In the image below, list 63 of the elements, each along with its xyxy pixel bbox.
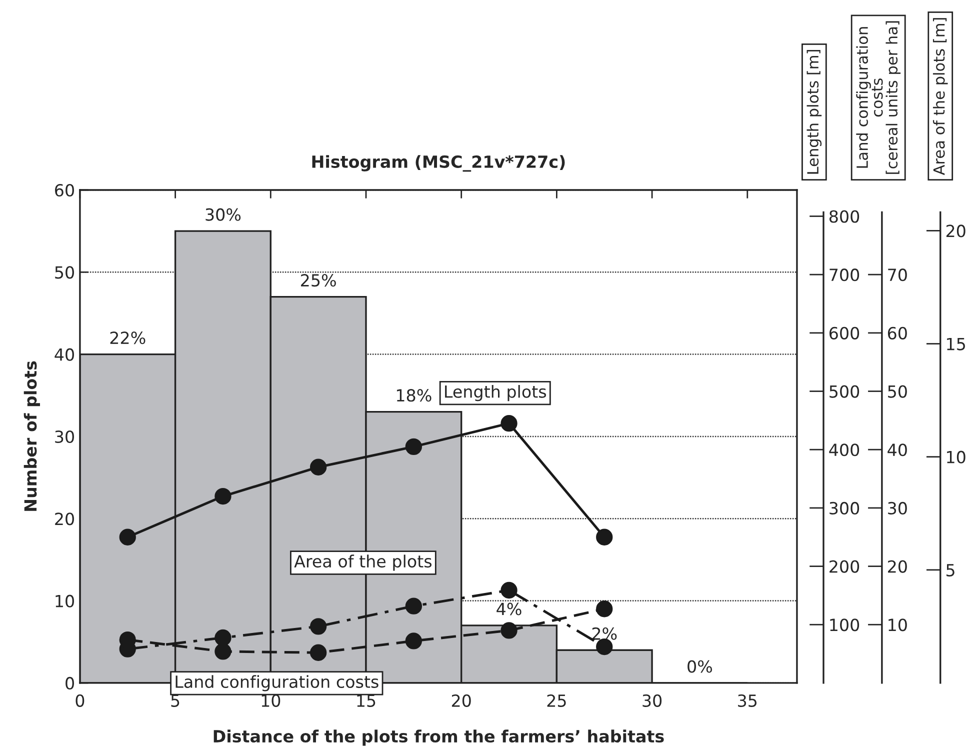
chart-title: Histogram (MSC_21v*727c) xyxy=(312,155,565,172)
x-tick-label: 10 xyxy=(262,694,280,707)
point xyxy=(214,629,232,646)
point xyxy=(119,528,136,546)
x-axis-title: Distance of the plots from the farmers’ habitats xyxy=(214,730,664,746)
annotation: 0% xyxy=(688,660,712,673)
point xyxy=(405,438,422,456)
point xyxy=(500,415,518,432)
y3-tick-label: 10 xyxy=(947,450,966,464)
point xyxy=(596,600,613,618)
y-tick-label: 30 xyxy=(55,430,74,444)
point xyxy=(596,528,613,546)
y-tick-label: 30 xyxy=(888,502,907,515)
y2-tick-label: 500 xyxy=(830,385,860,398)
y3-tick-label: 5 xyxy=(946,564,954,576)
y-tick-label: 50 xyxy=(888,385,907,398)
y2-tick-label: 400 xyxy=(829,444,860,456)
y2-tick-label: 200 xyxy=(830,560,860,573)
annotation: 30% xyxy=(206,208,241,221)
point xyxy=(405,598,422,614)
y-tick-label: 50 xyxy=(55,266,74,279)
y-tick-label: 40 xyxy=(888,444,907,456)
y-axis-title: Land configuration costs [cereal units per ha] xyxy=(856,21,901,174)
annotation: 18% xyxy=(396,389,432,402)
y-tick-label: 20 xyxy=(55,512,74,526)
point xyxy=(500,582,518,599)
y-tick-label: 20 xyxy=(888,560,907,573)
x-tick-label: 20 xyxy=(452,694,471,707)
y-tick-label: 10 xyxy=(56,594,74,608)
y-axis-title: Number of plots xyxy=(24,361,40,511)
point xyxy=(405,632,422,650)
y2-tick-label: 100 xyxy=(830,618,860,632)
series-label: Land configuration costs xyxy=(176,675,378,692)
y-tick-label: 10 xyxy=(888,618,907,632)
y3-axis-title: Area of the plots [m] xyxy=(932,18,948,176)
y3-tick-label: 20 xyxy=(946,224,966,238)
x-tick-label: 25 xyxy=(547,694,566,707)
y2-tick-label: 700 xyxy=(830,268,860,282)
point xyxy=(214,488,232,505)
point xyxy=(310,458,327,476)
series-label: Length plots xyxy=(445,384,546,402)
point xyxy=(500,622,518,639)
y-tick-label: 60 xyxy=(888,326,907,340)
point xyxy=(214,643,232,660)
y-tick-label: 40 xyxy=(54,348,74,361)
point xyxy=(310,618,327,635)
x-tick-label: 30 xyxy=(642,694,662,707)
series-label: Area of the plots xyxy=(294,554,432,571)
annotation: 4% xyxy=(496,602,522,616)
point xyxy=(310,644,327,661)
annotation: 25% xyxy=(301,274,336,287)
y2-tick-label: 600 xyxy=(830,326,860,340)
x-tick-label: 35 xyxy=(738,694,757,707)
x-tick-label: 0 xyxy=(76,694,84,707)
y2-axis-title: Length plots [m] xyxy=(806,50,822,174)
annotation: 22% xyxy=(110,332,146,344)
annotation: 2% xyxy=(592,627,617,640)
y-tick-label: 0 xyxy=(66,676,74,690)
y-tick-label: 60 xyxy=(55,184,74,197)
y2-tick-label: 800 xyxy=(829,210,860,223)
y2-tick-label: 300 xyxy=(830,502,860,515)
y-tick-label: 70 xyxy=(888,268,907,282)
y3-tick-label: 15 xyxy=(947,338,965,350)
